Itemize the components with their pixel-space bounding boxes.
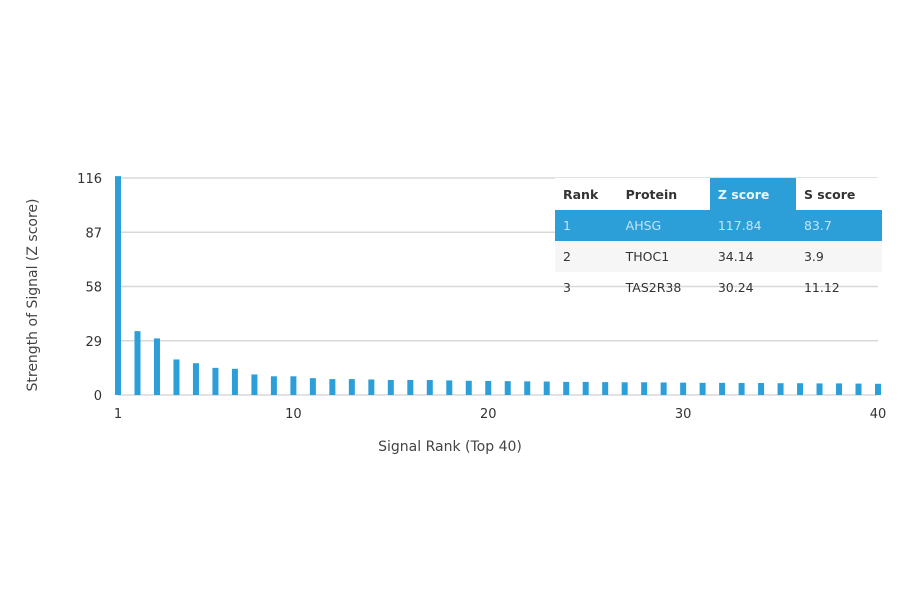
cell-s-score: 11.12	[803, 280, 840, 295]
bar	[875, 383, 881, 395]
bar	[212, 367, 219, 395]
bar	[680, 382, 687, 395]
cell-protein: AHSG	[617, 210, 710, 241]
bar	[621, 382, 628, 395]
bar	[738, 383, 745, 395]
bar	[309, 378, 316, 395]
header-z-score: Z score	[709, 178, 796, 210]
bar	[485, 380, 492, 395]
bar	[270, 376, 277, 395]
bar	[348, 379, 355, 395]
cell-rank: 1	[555, 210, 618, 241]
bar	[797, 383, 804, 395]
bar	[504, 381, 511, 395]
bar	[543, 381, 550, 395]
bar	[582, 381, 589, 395]
bar	[816, 383, 823, 395]
bar	[660, 382, 667, 395]
cell-protein: TAS2R38	[625, 280, 682, 295]
cell-rank: 2	[555, 241, 618, 272]
cell-z-score: 117.84	[709, 210, 796, 241]
header-protein: Protein	[617, 178, 710, 210]
cell-rank: 3	[563, 280, 571, 295]
bar	[777, 383, 784, 395]
bar	[134, 331, 141, 395]
bar	[329, 379, 336, 395]
y-axis-label: Strength of Signal (Z score)	[25, 199, 41, 392]
bar	[758, 383, 765, 395]
bar	[290, 376, 297, 395]
x-tick-label: 1	[114, 407, 122, 422]
bar	[602, 382, 609, 395]
bar	[524, 381, 531, 395]
y-tick-label: 0	[94, 389, 102, 404]
bar	[699, 382, 706, 395]
bar	[231, 368, 238, 395]
bar	[153, 338, 160, 395]
cell-z-score: 30.24	[717, 280, 754, 295]
bar	[407, 380, 414, 395]
score-table: Rank Protein Z score S score 1 AHSG 117.…	[555, 178, 882, 303]
bar	[192, 363, 199, 395]
cell-s-score: 3.9	[795, 241, 882, 272]
x-tick-label: 40	[870, 407, 887, 422]
bar	[719, 382, 726, 395]
cell-protein: THOC1	[617, 241, 710, 272]
table-row: 2 THOC1 34.14 3.9	[555, 241, 882, 272]
bar	[855, 383, 862, 395]
bar	[115, 176, 121, 395]
x-tick-label: 30	[675, 407, 692, 422]
bar	[641, 382, 648, 395]
bar	[173, 359, 180, 395]
y-tick-label: 116	[77, 172, 102, 187]
bar	[836, 383, 843, 395]
x-tick-label: 10	[285, 407, 302, 422]
header-rank: Rank	[555, 178, 618, 210]
y-tick-label: 29	[85, 335, 102, 350]
bar	[426, 380, 433, 395]
bar	[387, 380, 394, 395]
y-tick-label: 87	[85, 226, 102, 241]
cell-z-score: 34.14	[709, 241, 796, 272]
bar	[446, 380, 453, 395]
y-tick-label: 58	[85, 281, 102, 296]
bar	[251, 374, 258, 395]
table-header-row: Rank Protein Z score S score	[555, 178, 882, 210]
bar	[563, 381, 570, 395]
header-s-score: S score	[795, 178, 882, 210]
bar	[368, 379, 375, 395]
bar	[465, 380, 472, 395]
table-row: 3 TAS2R38 30.24 11.12	[555, 272, 882, 303]
x-axis-label: Signal Rank (Top 40)	[378, 439, 522, 455]
table-row: 1 AHSG 117.84 83.7	[555, 210, 882, 241]
x-tick-label: 20	[480, 407, 497, 422]
cell-s-score: 83.7	[795, 210, 882, 241]
